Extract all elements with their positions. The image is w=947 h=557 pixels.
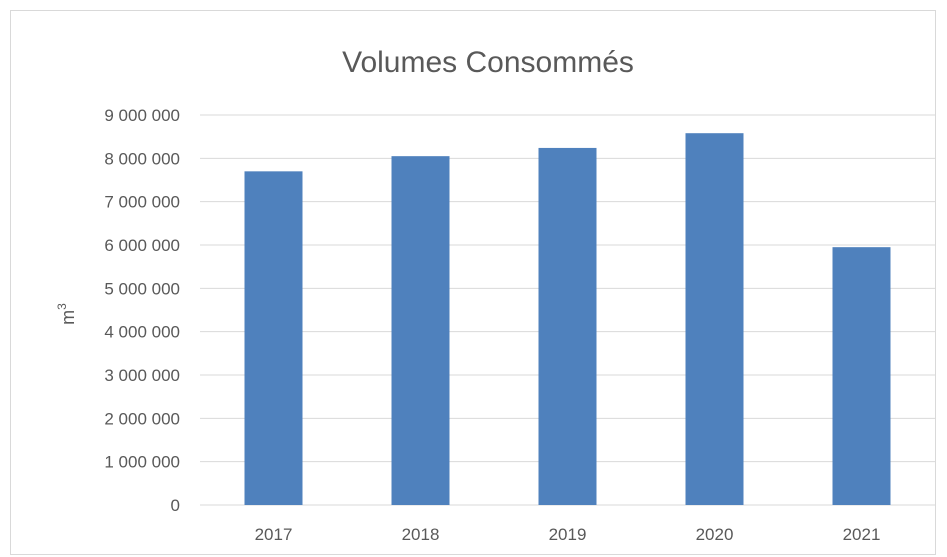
y-tick-label: 8 000 000	[104, 149, 180, 168]
x-tick-label: 2017	[255, 525, 293, 544]
bar-2021	[832, 247, 891, 505]
y-tick-label: 5 000 000	[104, 279, 180, 298]
bar-2017	[244, 171, 303, 506]
y-axis-title: m3	[55, 303, 78, 325]
y-tick-label: 3 000 000	[104, 366, 180, 385]
bar-2019	[538, 147, 597, 505]
y-axis-ticks: 0 1 000 000 2 000 000 3 000 000 4 000 000 5 0…	[104, 106, 180, 515]
y-tick-label: 9 000 000	[104, 106, 180, 125]
x-tick-label: 2021	[843, 525, 881, 544]
x-tick-label: 2020	[696, 525, 734, 544]
x-axis-ticks: 2017 2018 2019 2020 2021	[255, 525, 881, 544]
y-tick-label: 6 000 000	[104, 236, 180, 255]
y-tick-label: 0	[171, 496, 180, 515]
x-tick-label: 2018	[402, 525, 440, 544]
chart-frame	[10, 10, 936, 555]
bar-2020	[685, 133, 744, 505]
y-tick-label: 7 000 000	[104, 193, 180, 212]
y-tick-label: 1 000 000	[104, 453, 180, 472]
bars	[244, 133, 891, 506]
y-tick-label: 2 000 000	[104, 409, 180, 428]
x-tick-label: 2019	[549, 525, 587, 544]
y-tick-label: 4 000 000	[104, 323, 180, 342]
bar-2018	[391, 156, 450, 505]
chart-title: Volumes Consommés	[342, 46, 634, 79]
